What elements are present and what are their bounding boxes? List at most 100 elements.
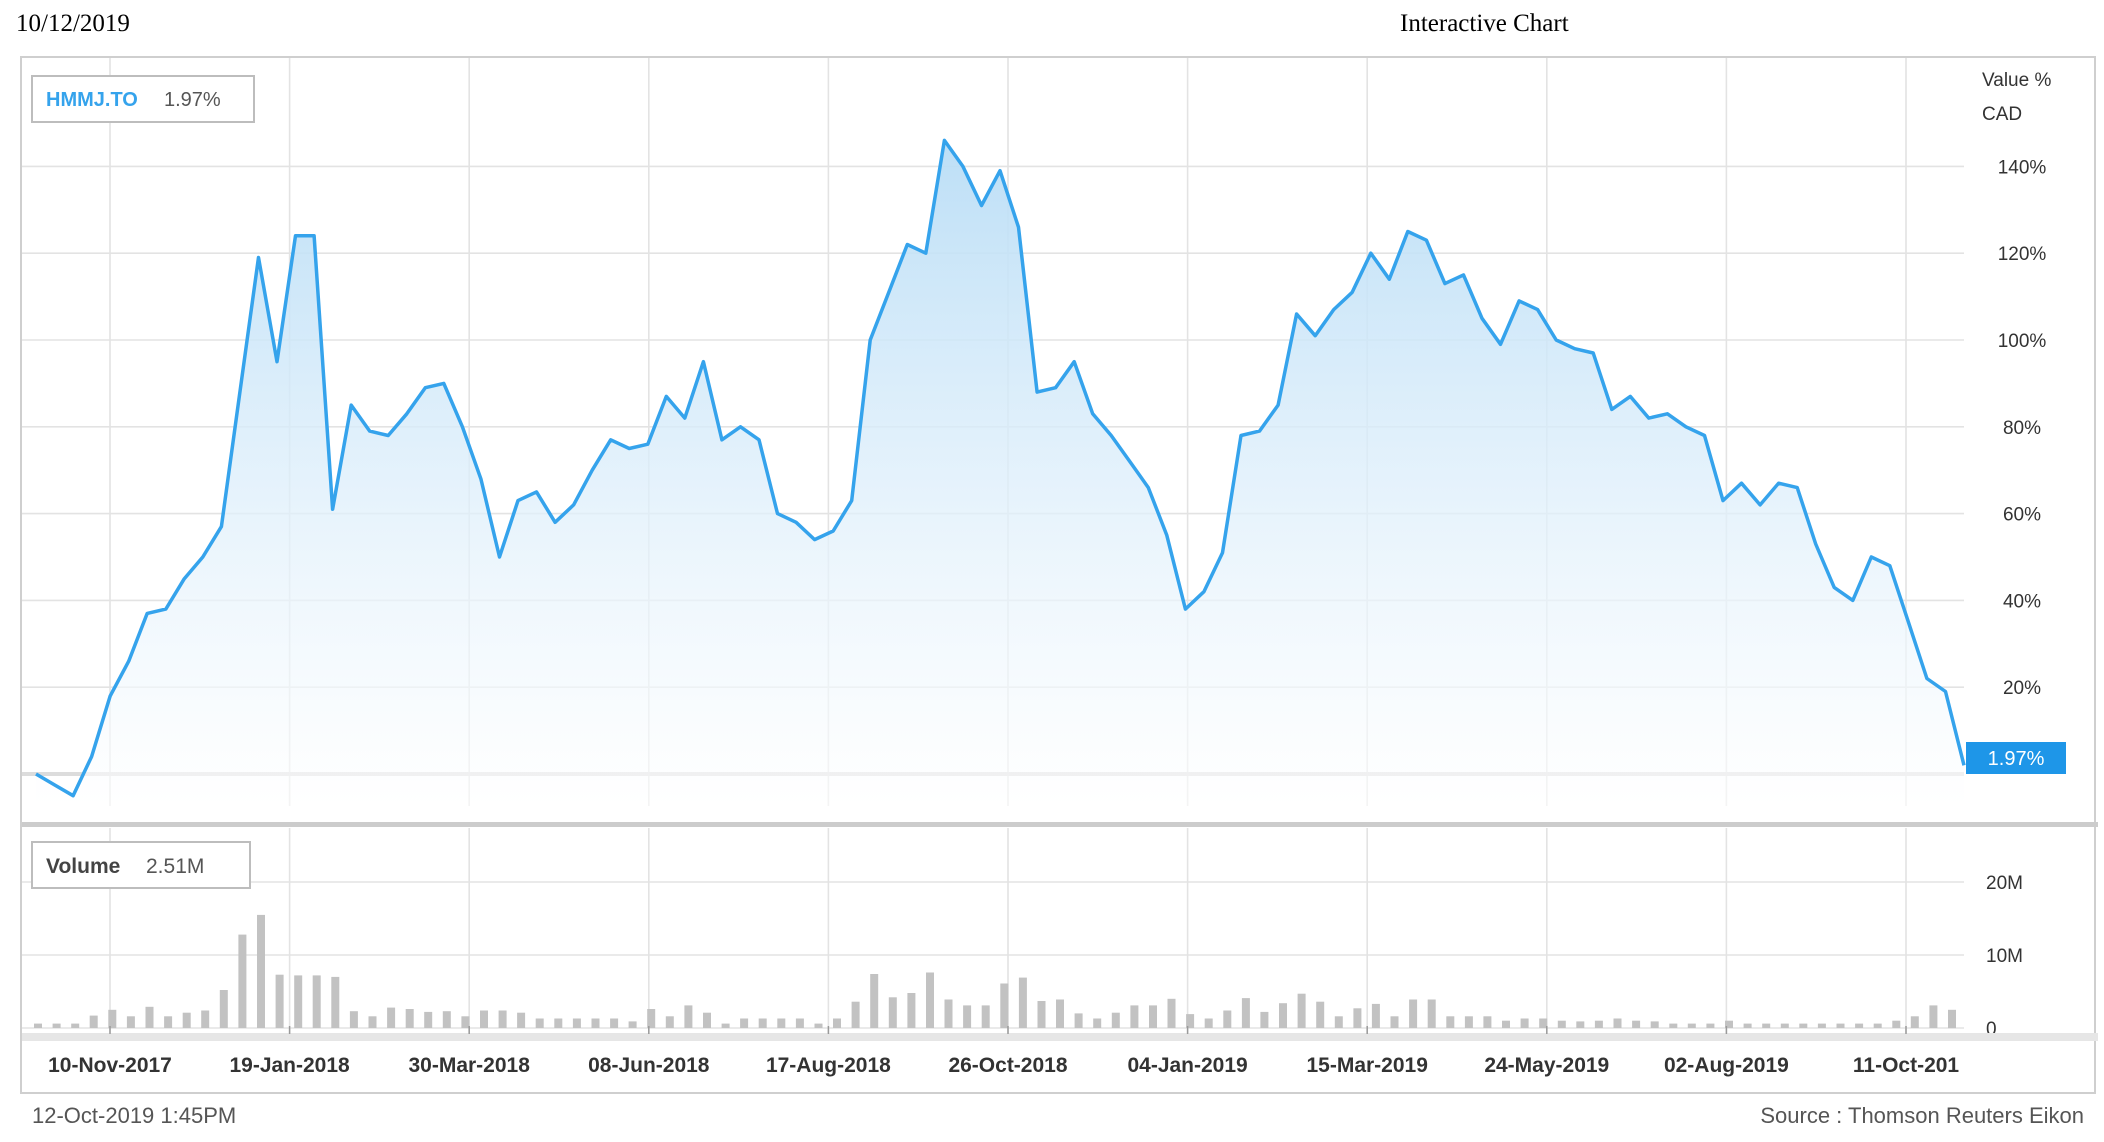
price-y-tick-label: 120% <box>1998 244 2047 265</box>
volume-bar <box>554 1018 563 1028</box>
volume-bar <box>1650 1021 1659 1028</box>
volume-bar <box>89 1015 98 1028</box>
volume-bar <box>1464 1016 1473 1028</box>
volume-bar <box>1817 1023 1826 1028</box>
price-area-fill <box>36 140 1964 806</box>
x-tick-label: 19-Jan-2018 <box>229 1054 350 1077</box>
volume-legend[interactable]: Volume 2.51M <box>31 841 251 889</box>
volume-bar <box>498 1010 507 1028</box>
volume-bar <box>888 997 897 1028</box>
volume-bar <box>814 1023 823 1028</box>
interactive-chart[interactable]: 140% 120% 100% 80% 60% 40% 20% Value % CAD 1.9… <box>22 58 2098 1096</box>
volume-bar <box>1353 1008 1362 1028</box>
volume-bar <box>1873 1023 1882 1028</box>
volume-bar <box>870 974 879 1028</box>
x-tick-label: 17-Aug-2018 <box>766 1054 891 1077</box>
volume-bar <box>71 1023 80 1028</box>
volume-bar <box>1149 1005 1157 1028</box>
volume-bar <box>1557 1020 1566 1028</box>
volume-bar <box>442 1011 451 1028</box>
volume-bar <box>1762 1023 1771 1028</box>
volume-bar <box>1855 1023 1864 1028</box>
price-y-tick-label: 20% <box>2003 678 2041 699</box>
volume-bar <box>1204 1018 1213 1028</box>
volume-bar <box>1316 1001 1325 1028</box>
volume-bar <box>591 1018 600 1028</box>
x-tick-label: 15-Mar-2019 <box>1306 1054 1427 1077</box>
volume-bar <box>1799 1023 1808 1028</box>
price-legend[interactable]: HMMJ.TO 1.97% <box>31 75 255 123</box>
x-tick-label: 10-Nov-2017 <box>48 1054 172 1077</box>
volume-bar <box>517 1012 526 1028</box>
panel-divider[interactable] <box>22 822 2098 827</box>
volume-bar <box>1594 1020 1603 1028</box>
volume-bar <box>461 1016 470 1028</box>
x-tick-label: 02-Aug-2019 <box>1664 1054 1789 1077</box>
volume-bar <box>1018 977 1027 1028</box>
volume-bar <box>1446 1016 1455 1028</box>
volume-bar <box>963 1005 972 1028</box>
volume-bar <box>275 974 284 1028</box>
volume-y-axis: 20M 10M 0 <box>1986 873 2023 1040</box>
volume-bar <box>1743 1023 1752 1028</box>
volume-bars <box>34 914 1956 1029</box>
volume-bar <box>34 1023 42 1028</box>
volume-bar <box>405 1009 414 1028</box>
volume-bar <box>1371 1003 1380 1028</box>
volume-bar <box>1632 1020 1641 1028</box>
price-y-axis: 140% 120% 100% 80% 60% 40% 20% <box>1998 157 2047 699</box>
volume-bar <box>926 972 934 1028</box>
volume-bar <box>1576 1021 1585 1028</box>
x-tick-label: 04-Jan-2019 <box>1127 1054 1247 1077</box>
volume-bar <box>182 1012 191 1028</box>
volume-bar <box>1427 999 1436 1028</box>
volume-bar <box>1669 1023 1678 1028</box>
x-tick-label: 08-Jun-2018 <box>588 1054 710 1077</box>
volume-bar <box>1074 1013 1083 1028</box>
volume-bar <box>201 1010 210 1028</box>
volume-bar <box>628 1021 637 1028</box>
legend-ticker: HMMJ.TO <box>46 89 138 111</box>
volume-bar <box>294 975 303 1028</box>
volume-bar <box>1948 1009 1956 1029</box>
volume-bar <box>219 990 228 1028</box>
volume-y-tick-label: 10M <box>1986 946 2023 967</box>
volume-bar <box>981 1005 990 1028</box>
volume-bar <box>1613 1018 1622 1028</box>
x-axis-bar <box>22 1033 2098 1041</box>
price-y-tick-label: 40% <box>2003 591 2041 612</box>
volume-bar <box>1334 1016 1343 1028</box>
volume-bar <box>1093 1018 1102 1028</box>
price-y-tick-label: 80% <box>2003 418 2041 439</box>
volume-bar <box>1539 1018 1548 1028</box>
volume-bar <box>126 1016 135 1028</box>
volume-y-tick-label: 0 <box>1986 1019 1997 1040</box>
volume-bar <box>1409 999 1418 1028</box>
volume-bar <box>238 934 247 1028</box>
volume-panel-grid <box>22 828 1964 1033</box>
volume-bar <box>1502 1020 1510 1028</box>
volume-bar <box>1037 1001 1046 1028</box>
volume-bar <box>944 999 953 1028</box>
volume-bar <box>1167 998 1176 1028</box>
volume-bar <box>907 993 916 1028</box>
volume-bar <box>257 914 265 1028</box>
volume-bar <box>1780 1023 1789 1028</box>
volume-bar <box>108 1009 117 1029</box>
legend-ticker-value: 1.97% <box>164 89 221 111</box>
price-y-tick-label: 140% <box>1998 157 2047 178</box>
legend-volume-label: Volume <box>46 855 120 878</box>
volume-bar <box>1520 1018 1529 1028</box>
volume-bar <box>1186 1014 1195 1028</box>
chart-frame: 140% 120% 100% 80% 60% 40% 20% Value % CAD 1.9… <box>20 56 2098 1096</box>
volume-bar <box>795 1018 804 1028</box>
legend-volume-value: 2.51M <box>146 855 204 878</box>
footer-timestamp: 12-Oct-2019 1:45PM <box>32 1103 237 1128</box>
volume-bar <box>331 976 340 1028</box>
page-title: Interactive Chart <box>1400 10 1569 37</box>
volume-bar <box>833 1018 841 1028</box>
volume-bar <box>52 1023 61 1028</box>
x-tick-label: 26-Oct-2018 <box>948 1054 1067 1077</box>
volume-bar <box>1000 983 1009 1028</box>
volume-bar <box>851 1001 860 1028</box>
